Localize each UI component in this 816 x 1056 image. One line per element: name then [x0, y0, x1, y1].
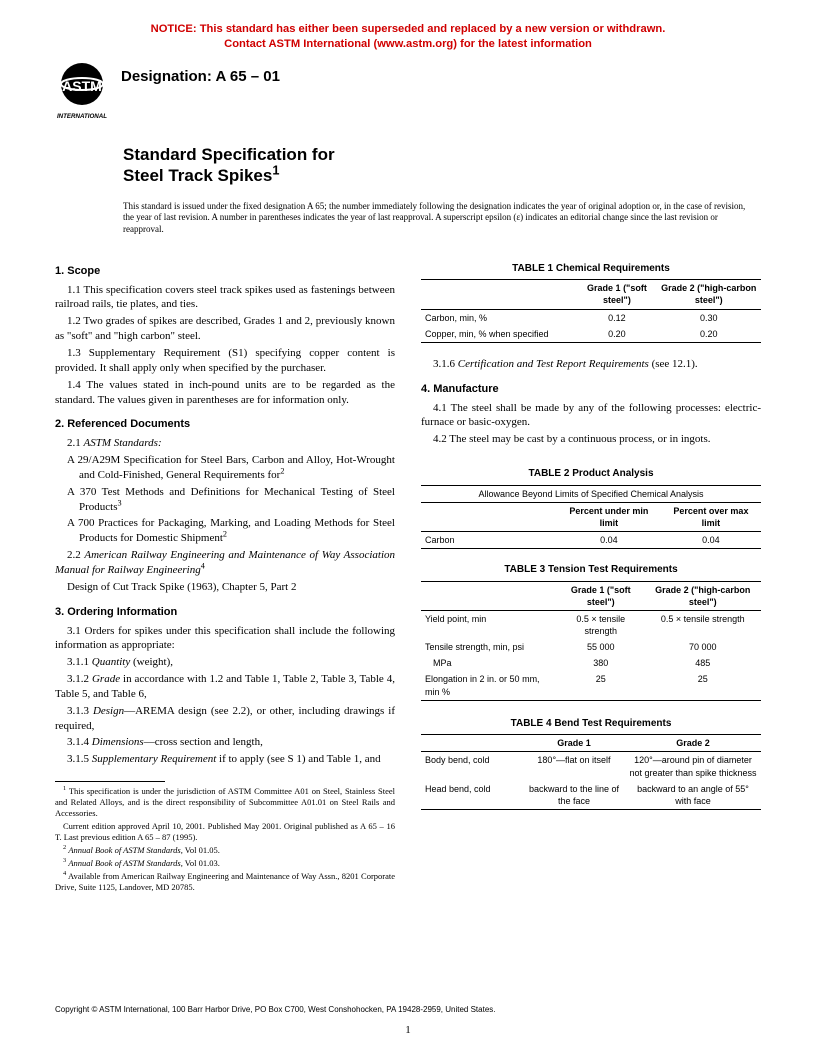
fn2: 2 Annual Book of ASTM Standards, Vol 01.… — [55, 845, 395, 856]
fn1: 1 This specification is under the jurisd… — [55, 786, 395, 819]
sec1-head: 1. Scope — [55, 264, 395, 279]
header-row: ASTM INTERNATIONAL Designation: A 65 – 0… — [55, 62, 761, 122]
notice-line2: Contact ASTM International (www.astm.org… — [224, 38, 592, 50]
table2-caption: TABLE 2 Product Analysis — [421, 467, 761, 481]
p3-1-5: 3.1.5 Supplementary Requirement if to ap… — [55, 752, 395, 767]
p2-2-sub: Design of Cut Track Spike (1963), Chapte… — [55, 580, 395, 595]
p3-1-3: 3.1.3 Design—AREMA design (see 2.2), or … — [55, 704, 395, 734]
sec3-head: 3. Ordering Information — [55, 605, 395, 620]
p1-3: 1.3 Supplementary Requirement (S1) speci… — [55, 346, 395, 376]
table1-caption: TABLE 1 Chemical Requirements — [421, 262, 761, 276]
two-column-body: 1. Scope 1.1 This specification covers s… — [55, 254, 761, 896]
p4-1: 4.1 The steel shall be made by any of th… — [421, 401, 761, 431]
sec4-head: 4. Manufacture — [421, 382, 761, 397]
p1-1: 1.1 This specification covers steel trac… — [55, 283, 395, 313]
p3-1-1: 3.1.1 Quantity (weight), — [55, 655, 395, 670]
designation: Designation: A 65 – 01 — [121, 62, 280, 85]
p4-2: 4.2 The steel may be cast by a continuou… — [421, 432, 761, 447]
left-column: 1. Scope 1.1 This specification covers s… — [55, 254, 395, 896]
table1: Grade 1 ("soft steel")Grade 2 ("high-car… — [421, 279, 761, 343]
p2-2: 2.2 American Railway Engineering and Mai… — [55, 548, 395, 578]
title-line2: Steel Track Spikes — [123, 166, 272, 185]
fn1b: Current edition approved April 10, 2001.… — [55, 821, 395, 843]
table4-caption: TABLE 4 Bend Test Requirements — [421, 717, 761, 731]
page-container: NOTICE: This standard has either been su… — [0, 0, 816, 926]
p1-2: 1.2 Two grades of spikes are described, … — [55, 314, 395, 344]
table3-caption: TABLE 3 Tension Test Requirements — [421, 563, 761, 577]
table2: Allowance Beyond Limits of Specified Che… — [421, 485, 761, 550]
right-column: TABLE 1 Chemical Requirements Grade 1 ("… — [421, 254, 761, 896]
footnotes: 1 This specification is under the jurisd… — [55, 786, 395, 893]
p3-1-2: 3.1.2 Grade in accordance with 1.2 and T… — [55, 672, 395, 702]
p3-1-4: 3.1.4 Dimensions—cross section and lengt… — [55, 735, 395, 750]
ref-a700: A 700 Practices for Packaging, Marking, … — [55, 516, 395, 546]
title-sup: 1 — [272, 163, 279, 178]
p2-1: 2.1 ASTM Standards: — [55, 436, 395, 451]
p3-1-6: 3.1.6 Certification and Test Report Requ… — [421, 357, 761, 372]
fn3: 3 Annual Book of ASTM Standards, Vol 01.… — [55, 858, 395, 869]
notice-line1: NOTICE: This standard has either been su… — [151, 23, 666, 35]
copyright: Copyright © ASTM International, 100 Barr… — [55, 1005, 496, 1014]
astm-logo: ASTM INTERNATIONAL — [55, 62, 109, 122]
svg-text:INTERNATIONAL: INTERNATIONAL — [57, 113, 107, 120]
title-line1: Standard Specification for — [123, 145, 335, 164]
footnote-rule — [55, 781, 165, 782]
ref-a29: A 29/A29M Specification for Steel Bars, … — [55, 453, 395, 483]
title-block: Standard Specification for Steel Track S… — [123, 144, 761, 187]
issued-note: This standard is issued under the fixed … — [123, 201, 751, 236]
page-number: 1 — [0, 1024, 816, 1036]
notice-banner: NOTICE: This standard has either been su… — [55, 22, 761, 52]
table4: Grade 1Grade 2 Body bend, cold180°—flat … — [421, 734, 761, 810]
p3-1: 3.1 Orders for spikes under this specifi… — [55, 624, 395, 654]
p1-4: 1.4 The values stated in inch-pound unit… — [55, 378, 395, 408]
sec2-head: 2. Referenced Documents — [55, 417, 395, 432]
ref-a370: A 370 Test Methods and Definitions for M… — [55, 485, 395, 515]
svg-text:ASTM: ASTM — [62, 78, 102, 94]
table3: Grade 1 ("soft steel")Grade 2 ("high-car… — [421, 581, 761, 701]
fn4: 4 Available from American Railway Engine… — [55, 871, 395, 893]
